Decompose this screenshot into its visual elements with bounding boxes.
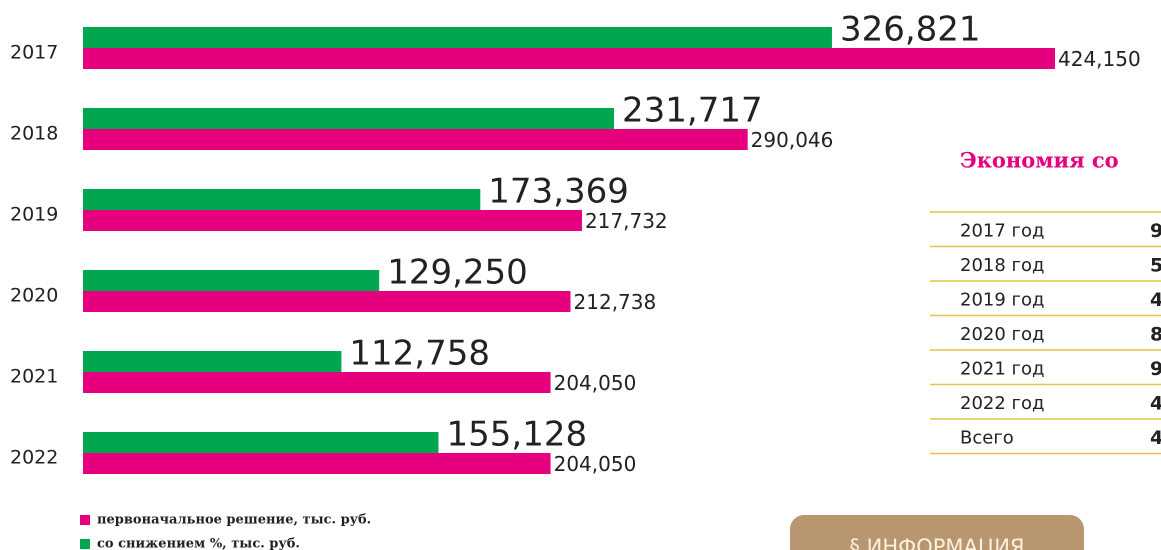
legend-label: со снижением %, тыс. руб. xyxy=(97,537,300,550)
value-label: 290,046 xyxy=(751,128,834,152)
bar xyxy=(83,453,551,474)
value-label: 326,821 xyxy=(840,10,981,50)
category-label: 2020 xyxy=(10,285,58,307)
bar xyxy=(83,27,832,48)
table-cell: 8 xyxy=(1150,323,1161,345)
table-cell: 2017 год xyxy=(960,220,1044,241)
bar xyxy=(83,108,615,129)
category-label: 2021 xyxy=(10,366,58,388)
table-cell: 5 xyxy=(1150,254,1161,276)
legend-label: первоначальное решение, тыс. руб. xyxy=(97,513,371,528)
bar xyxy=(83,372,551,393)
value-label: 204,050 xyxy=(554,452,637,476)
table-cell: 2022 год xyxy=(960,393,1044,414)
value-label: 204,050 xyxy=(554,371,637,395)
bar xyxy=(83,270,380,291)
value-label: 112,758 xyxy=(349,334,490,374)
value-label: 231,717 xyxy=(622,91,763,131)
bar xyxy=(83,351,342,372)
table-cell: 2021 год xyxy=(960,358,1044,379)
category-label: 2019 xyxy=(10,204,58,226)
bar xyxy=(83,189,481,210)
value-label: 173,369 xyxy=(488,172,629,212)
bar xyxy=(83,48,1055,69)
bar xyxy=(83,129,748,150)
table-cell: Всего xyxy=(960,427,1014,448)
value-label: 217,732 xyxy=(585,209,668,233)
category-label: 2018 xyxy=(10,123,58,145)
table-cell: 2018 год xyxy=(960,255,1044,276)
table-cell: 2019 год xyxy=(960,289,1044,310)
table-cell: 4 xyxy=(1150,392,1161,414)
legend-swatch xyxy=(80,539,90,549)
table-cell: 2020 год xyxy=(960,324,1044,345)
category-label: 2022 xyxy=(10,447,58,469)
table-cell: 4 xyxy=(1150,427,1161,449)
bar xyxy=(83,432,439,453)
legend-swatch xyxy=(80,515,90,525)
category-label: 2017 xyxy=(10,42,58,64)
table-cell: 9 xyxy=(1150,358,1161,380)
info-button[interactable] xyxy=(790,515,1084,550)
bar xyxy=(83,210,582,231)
value-label: 129,250 xyxy=(387,253,528,293)
table-cell: 4 xyxy=(1150,289,1161,311)
savings-title: Экономия со xyxy=(960,148,1119,173)
value-label: 155,128 xyxy=(446,415,587,455)
value-label: 212,738 xyxy=(574,290,657,314)
table-cell: 9 xyxy=(1150,220,1161,242)
bar xyxy=(83,291,571,312)
info-button-label[interactable]: § ИНФОРМАЦИЯ xyxy=(849,535,1024,550)
value-label: 424,150 xyxy=(1058,47,1141,71)
